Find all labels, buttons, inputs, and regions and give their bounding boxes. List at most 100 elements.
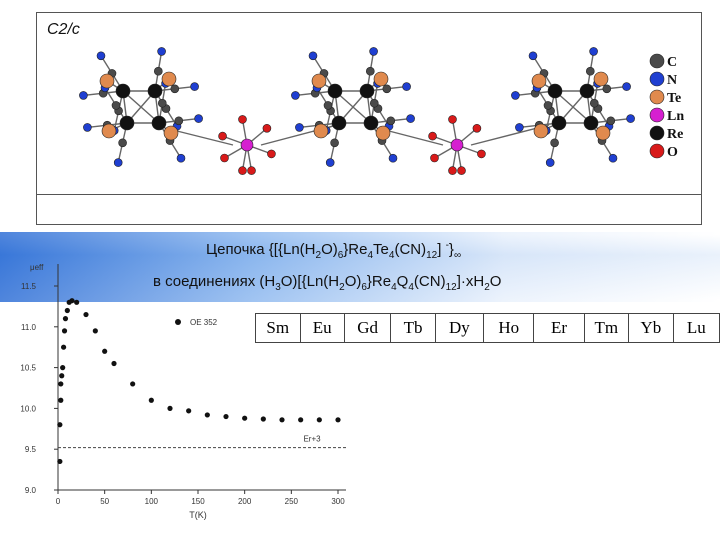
atom-re: [119, 115, 135, 131]
atom-c: [585, 66, 595, 76]
element-tm: Tm: [583, 313, 630, 343]
atom-te: [163, 125, 179, 141]
bond: [176, 130, 234, 146]
atom-n: [190, 82, 199, 91]
crystal-structure-panel: C N Te Ln Re O C2/c: [36, 12, 702, 225]
atom-n: [295, 123, 304, 132]
atom-n: [528, 51, 538, 61]
atom-o: [428, 131, 437, 141]
atom-ln: [450, 138, 464, 152]
atom-c: [606, 116, 616, 126]
atom-n: [157, 47, 166, 56]
atom-n: [83, 123, 92, 132]
data-point: [58, 381, 64, 387]
x-tick-label: 250: [285, 497, 299, 506]
atom-re: [331, 115, 347, 131]
x-tick-label: 50: [100, 497, 109, 506]
y-tick-label: 11.5: [21, 282, 37, 291]
data-point: [223, 413, 229, 420]
x-tick-label: 200: [238, 497, 252, 506]
atom-o: [457, 166, 466, 175]
caption-compound-formula: в соединениях (H3O)[{Ln(H2O)6}Re4Q4(CN)1…: [153, 273, 502, 293]
atom-n: [176, 153, 186, 163]
data-point: [167, 405, 173, 411]
atom-n: [96, 51, 106, 61]
data-point: [74, 299, 80, 305]
x-tick-label: 150: [191, 497, 205, 506]
atom-c: [543, 101, 553, 110]
atom-re: [583, 115, 599, 131]
atom-o: [238, 115, 247, 124]
atom-c: [386, 116, 396, 126]
x-axis-label: T(K): [189, 510, 207, 520]
data-point: [61, 328, 68, 334]
space-group-label: C2/c: [47, 21, 80, 38]
element-lu: Lu: [672, 313, 720, 343]
data-point: [316, 417, 322, 423]
data-point: [186, 408, 192, 414]
data-point: [64, 307, 70, 314]
y-axis-label: μeff: [30, 263, 44, 272]
atom-c: [174, 116, 184, 126]
atom-n: [291, 91, 300, 100]
data-point: [58, 397, 64, 403]
panel-divider: [37, 194, 701, 195]
atom-o: [262, 123, 272, 133]
bond: [388, 130, 444, 146]
atom-te: [595, 125, 611, 141]
atom-c: [158, 98, 167, 108]
legend-label-ln: Ln: [667, 109, 684, 124]
atom-re: [147, 83, 163, 99]
atom-o: [238, 166, 247, 175]
data-point: [57, 422, 63, 428]
atom-o: [218, 131, 227, 141]
atom-n: [194, 114, 203, 123]
atom-o: [448, 166, 457, 175]
lanthanide-row: Sm Eu Gd Tb Dy Ho Er Tm Yb Lu: [255, 313, 720, 343]
magnetic-moment-plot: 9.0 9.5 10.0 10.5 11.0 11.5 0 50 100 150 200 250 300…: [20, 263, 346, 520]
data-point: [102, 348, 108, 354]
atom-re: [547, 83, 563, 99]
legend-swatch-o: [649, 143, 665, 159]
legend-marker: [175, 319, 181, 325]
atom-group: [79, 47, 635, 175]
atom-te: [593, 71, 609, 87]
element-tb: Tb: [390, 313, 436, 343]
atom-o: [448, 115, 457, 124]
atom-te: [375, 125, 391, 141]
atom-te: [533, 123, 549, 139]
atom-n: [589, 47, 598, 56]
data-point: [204, 412, 210, 418]
data-point: [60, 365, 66, 371]
legend-label-n: N: [667, 73, 677, 88]
atom-o: [267, 149, 276, 159]
atom-c: [382, 84, 392, 94]
data-point: [61, 344, 67, 350]
atom-o: [472, 123, 482, 133]
legend-label-o: O: [667, 145, 678, 160]
y-tick-label: 9.5: [25, 445, 37, 454]
legend-label: OE 352: [190, 318, 218, 327]
atom-c: [602, 84, 612, 94]
y-tick-label: 10.0: [20, 404, 36, 413]
atom-n: [308, 51, 318, 61]
data-point: [335, 417, 341, 423]
atom-n: [608, 153, 618, 163]
legend-swatch-n: [649, 71, 665, 87]
x-tick-label: 0: [56, 497, 61, 506]
data-point: [69, 298, 75, 304]
atom-re: [579, 83, 595, 99]
atom-re: [363, 115, 379, 131]
atom-n: [622, 82, 631, 91]
data-point: [279, 417, 285, 423]
legend-label-te: Te: [667, 91, 681, 106]
atom-c: [550, 138, 559, 148]
element-er: Er: [533, 313, 585, 343]
atom-re: [359, 83, 375, 99]
element-legend: CN Te Ln Re O: [649, 53, 684, 160]
atom-o: [247, 166, 256, 175]
legend-swatch-re: [649, 125, 665, 141]
lanthanide-table: Sm Eu Gd Tb Dy Ho Er Tm Yb Lu: [255, 313, 720, 343]
data-point: [298, 417, 304, 423]
element-sm: Sm: [255, 313, 301, 343]
